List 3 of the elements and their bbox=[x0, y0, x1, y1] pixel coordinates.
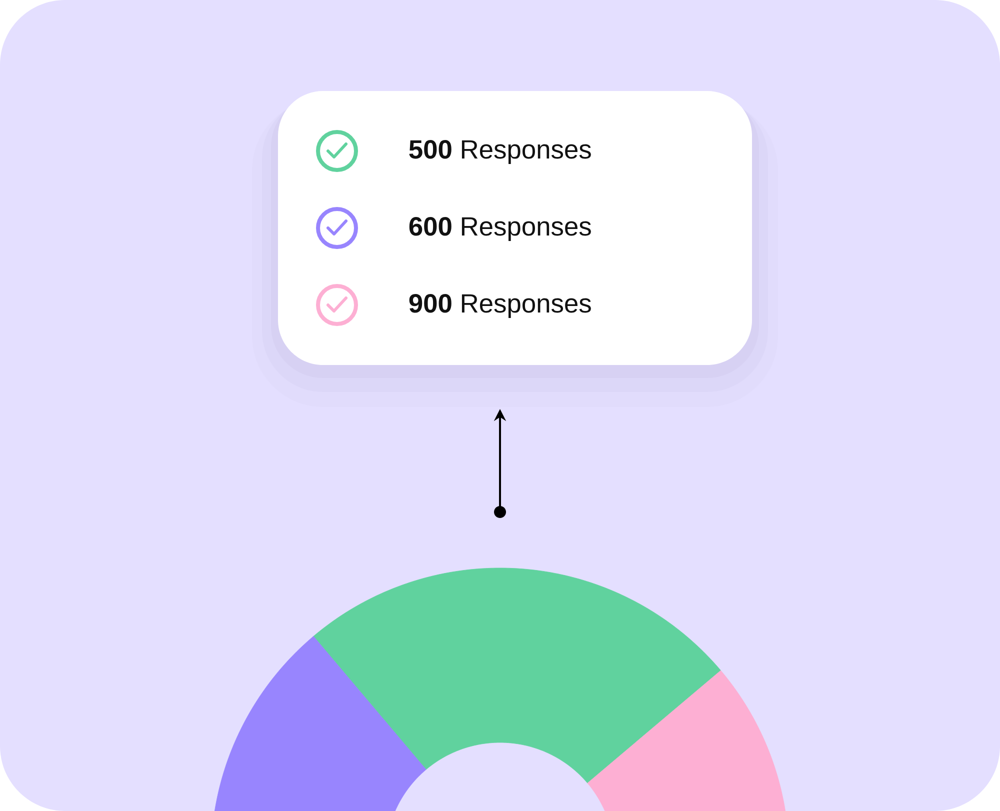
legend-label: 900 Responses bbox=[409, 294, 591, 318]
legend-label: 600 Responses bbox=[409, 217, 591, 241]
legend-label: 500 Responses bbox=[409, 140, 591, 164]
